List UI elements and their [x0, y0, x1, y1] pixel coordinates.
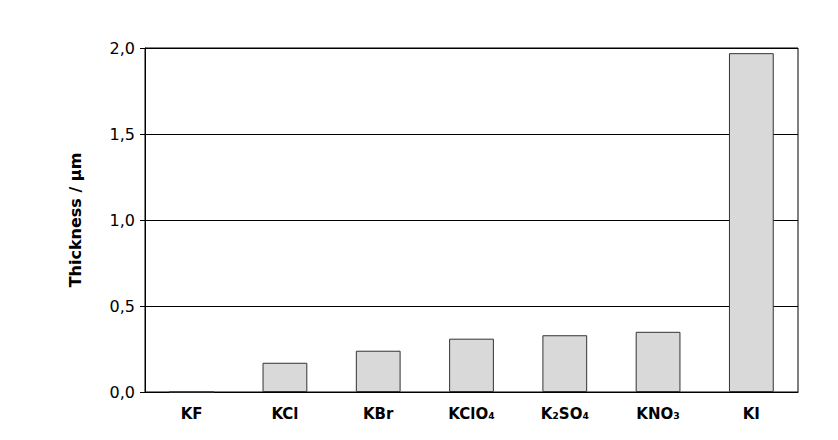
svg-text:KClO₄: KClO₄: [448, 405, 494, 423]
svg-text:KI: KI: [743, 405, 760, 423]
svg-text:KBr: KBr: [363, 405, 394, 423]
svg-text:0,5: 0,5: [110, 297, 135, 316]
svg-text:Thickness / µm: Thickness / µm: [66, 153, 85, 288]
svg-text:2,0: 2,0: [110, 39, 135, 58]
svg-text:1,5: 1,5: [110, 125, 135, 144]
svg-text:0,0: 0,0: [110, 383, 135, 402]
svg-text:KCl: KCl: [271, 405, 298, 423]
svg-text:KNO₃: KNO₃: [636, 405, 680, 423]
svg-text:KF: KF: [181, 405, 203, 423]
svg-text:1,0: 1,0: [110, 211, 135, 230]
svg-text:K₂SO₄: K₂SO₄: [541, 405, 589, 423]
